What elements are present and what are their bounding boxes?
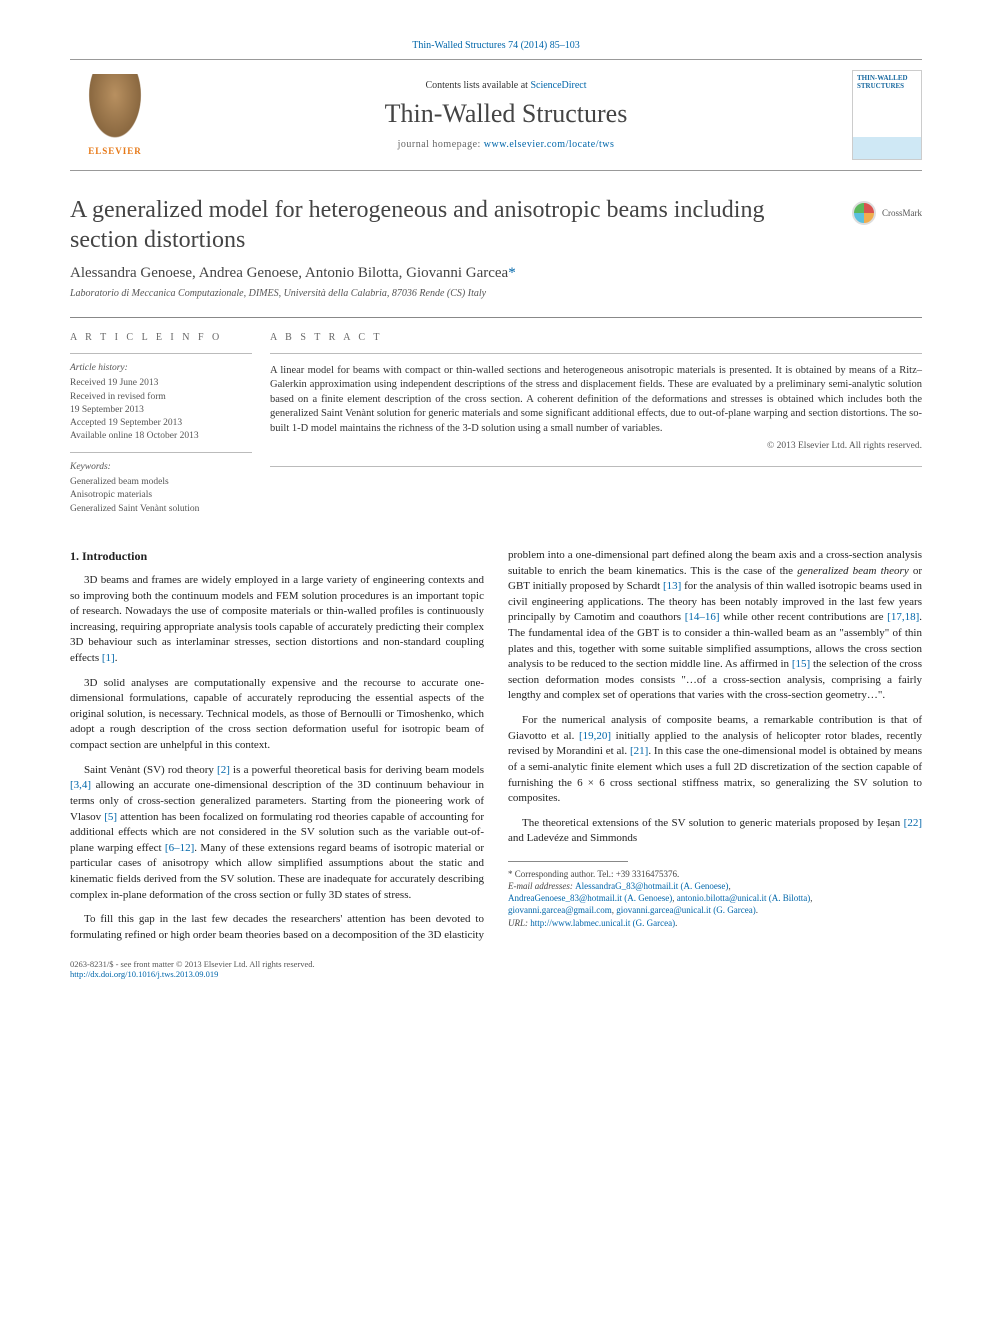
cite-21[interactable]: [21] bbox=[630, 745, 648, 757]
abstract-col: A B S T R A C T A linear model for beams… bbox=[270, 332, 922, 524]
p3b: is a powerful theoretical basis for deri… bbox=[230, 764, 484, 776]
keywords-label: Keywords: bbox=[70, 461, 252, 474]
abstract-copyright: © 2013 Elsevier Ltd. All rights reserved… bbox=[270, 440, 922, 453]
abstract-heading: A B S T R A C T bbox=[270, 332, 922, 343]
email-5[interactable]: giovanni.garcea@unical.it (G. Garcea) bbox=[616, 905, 755, 915]
email-line-3: giovanni.garcea@gmail.com, giovanni.garc… bbox=[508, 904, 922, 916]
crossmark-badge[interactable]: CrossMark bbox=[852, 201, 922, 225]
abstract-body: A linear model for beams with compact or… bbox=[270, 365, 922, 434]
email-3[interactable]: antonio.bilotta@unical.it (A. Bilotta) bbox=[677, 893, 811, 903]
footnote-separator bbox=[508, 861, 628, 862]
authors: Alessandra Genoese, Andrea Genoese, Anto… bbox=[70, 265, 922, 282]
email-2[interactable]: AndreaGenoese_83@hotmail.it (A. Genoese) bbox=[508, 893, 672, 903]
p4-ital: generalized beam theory bbox=[797, 565, 909, 577]
para-6: The theoretical extensions of the SV sol… bbox=[508, 816, 922, 847]
email-label: E-mail addresses: bbox=[508, 881, 575, 891]
cite-6-12[interactable]: [6–12] bbox=[165, 842, 194, 854]
meta-abstract-row: A R T I C L E I N F O Article history: R… bbox=[70, 317, 922, 524]
top-citation: Thin-Walled Structures 74 (2014) 85–103 bbox=[70, 40, 922, 51]
url-label: URL: bbox=[508, 918, 530, 928]
author-url[interactable]: http://www.labmec.unical.it (G. Garcea) bbox=[530, 918, 675, 928]
p4d: while other recent contributions are bbox=[720, 611, 888, 623]
article-info-col: A R T I C L E I N F O Article history: R… bbox=[70, 332, 270, 524]
page: Thin-Walled Structures 74 (2014) 85–103 … bbox=[0, 0, 992, 1019]
cite-22[interactable]: [22] bbox=[904, 817, 922, 829]
p1-text: 3D beams and frames are widely employed … bbox=[70, 574, 484, 664]
doi-link[interactable]: http://dx.doi.org/10.1016/j.tws.2013.09.… bbox=[70, 969, 218, 979]
corresponding-marker: * bbox=[508, 265, 516, 281]
history-block: Article history: Received 19 June 2013 R… bbox=[70, 362, 252, 444]
publisher-name: ELSEVIER bbox=[88, 146, 142, 156]
cite-2[interactable]: [2] bbox=[217, 764, 230, 776]
para-1: 3D beams and frames are widely employed … bbox=[70, 573, 484, 667]
sciencedirect-link[interactable]: ScienceDirect bbox=[530, 80, 586, 91]
keywords-text: Generalized beam models Anisotropic mate… bbox=[70, 476, 252, 516]
p6a: The theoretical extensions of the SV sol… bbox=[522, 817, 904, 829]
email-4[interactable]: giovanni.garcea@gmail.com bbox=[508, 905, 612, 915]
history-text: Received 19 June 2013 Received in revise… bbox=[70, 377, 252, 443]
title-row: A generalized model for heterogeneous an… bbox=[70, 195, 922, 255]
footnotes: * Corresponding author. Tel.: +39 331647… bbox=[508, 868, 922, 929]
contents-prefix: Contents lists available at bbox=[425, 80, 530, 91]
article-info-heading: A R T I C L E I N F O bbox=[70, 332, 252, 343]
email-1[interactable]: AlessandraG_83@hotmail.it (A. Genoese) bbox=[575, 881, 728, 891]
elsevier-tree-icon bbox=[85, 74, 145, 144]
p3a: Saint Venànt (SV) rod theory bbox=[84, 764, 217, 776]
cite-14-16[interactable]: [14–16] bbox=[685, 611, 720, 623]
para-2: 3D solid analyses are computationally ex… bbox=[70, 676, 484, 754]
cite-17-18[interactable]: [17,18] bbox=[887, 611, 919, 623]
homepage-link[interactable]: www.elsevier.com/locate/tws bbox=[484, 139, 615, 150]
crossmark-label: CrossMark bbox=[882, 208, 922, 218]
issn-line: 0263-8231/$ - see front matter © 2013 El… bbox=[70, 959, 922, 969]
affiliation: Laboratorio di Meccanica Computazionale,… bbox=[70, 288, 922, 299]
p6b: and Ladevéze and Simmonds bbox=[508, 832, 637, 844]
url-line: URL: http://www.labmec.unical.it (G. Gar… bbox=[508, 917, 922, 929]
body-columns: 1. Introduction 3D beams and frames are … bbox=[70, 548, 922, 943]
homepage-prefix: journal homepage: bbox=[398, 139, 484, 150]
crossmark-icon bbox=[852, 201, 876, 225]
corresponding-author-note: * Corresponding author. Tel.: +39 331647… bbox=[508, 868, 922, 880]
email-line-2: AndreaGenoese_83@hotmail.it (A. Genoese)… bbox=[508, 892, 922, 904]
abstract-text: A linear model for beams with compact or… bbox=[270, 364, 922, 467]
journal-title: Thin-Walled Structures bbox=[160, 99, 852, 129]
author-list: Alessandra Genoese, Andrea Genoese, Anto… bbox=[70, 265, 508, 281]
journal-homepage: journal homepage: www.elsevier.com/locat… bbox=[160, 139, 852, 150]
cite-1[interactable]: [1] bbox=[102, 652, 115, 664]
section-number: 1. bbox=[70, 549, 79, 563]
history-label: Article history: bbox=[70, 362, 252, 375]
cite-34[interactable]: [3,4] bbox=[70, 779, 91, 791]
cite-19-20[interactable]: [19,20] bbox=[579, 730, 611, 742]
header-center: Contents lists available at ScienceDirec… bbox=[160, 80, 852, 150]
para-3: Saint Venànt (SV) rod theory [2] is a po… bbox=[70, 763, 484, 903]
top-citation-link[interactable]: Thin-Walled Structures 74 (2014) 85–103 bbox=[412, 40, 580, 51]
email-line: E-mail addresses: AlessandraG_83@hotmail… bbox=[508, 880, 922, 892]
cite-15[interactable]: [15] bbox=[792, 658, 810, 670]
contents-line: Contents lists available at ScienceDirec… bbox=[160, 80, 852, 91]
journal-cover-thumbnail: THIN-WALLED STRUCTURES bbox=[852, 70, 922, 160]
keywords-block: Keywords: Generalized beam models Anisot… bbox=[70, 461, 252, 516]
para-5: For the numerical analysis of composite … bbox=[508, 713, 922, 807]
article-title: A generalized model for heterogeneous an… bbox=[70, 195, 832, 255]
publisher-logo: ELSEVIER bbox=[70, 74, 160, 156]
bottom-meta: 0263-8231/$ - see front matter © 2013 El… bbox=[70, 959, 922, 979]
cite-5[interactable]: [5] bbox=[104, 811, 117, 823]
cite-13[interactable]: [13] bbox=[663, 580, 681, 592]
section-heading: 1. Introduction bbox=[70, 548, 484, 565]
section-title: Introduction bbox=[82, 549, 147, 563]
journal-header: ELSEVIER Contents lists available at Sci… bbox=[70, 59, 922, 171]
cover-title: THIN-WALLED STRUCTURES bbox=[857, 75, 917, 90]
p1-end: . bbox=[115, 652, 118, 664]
